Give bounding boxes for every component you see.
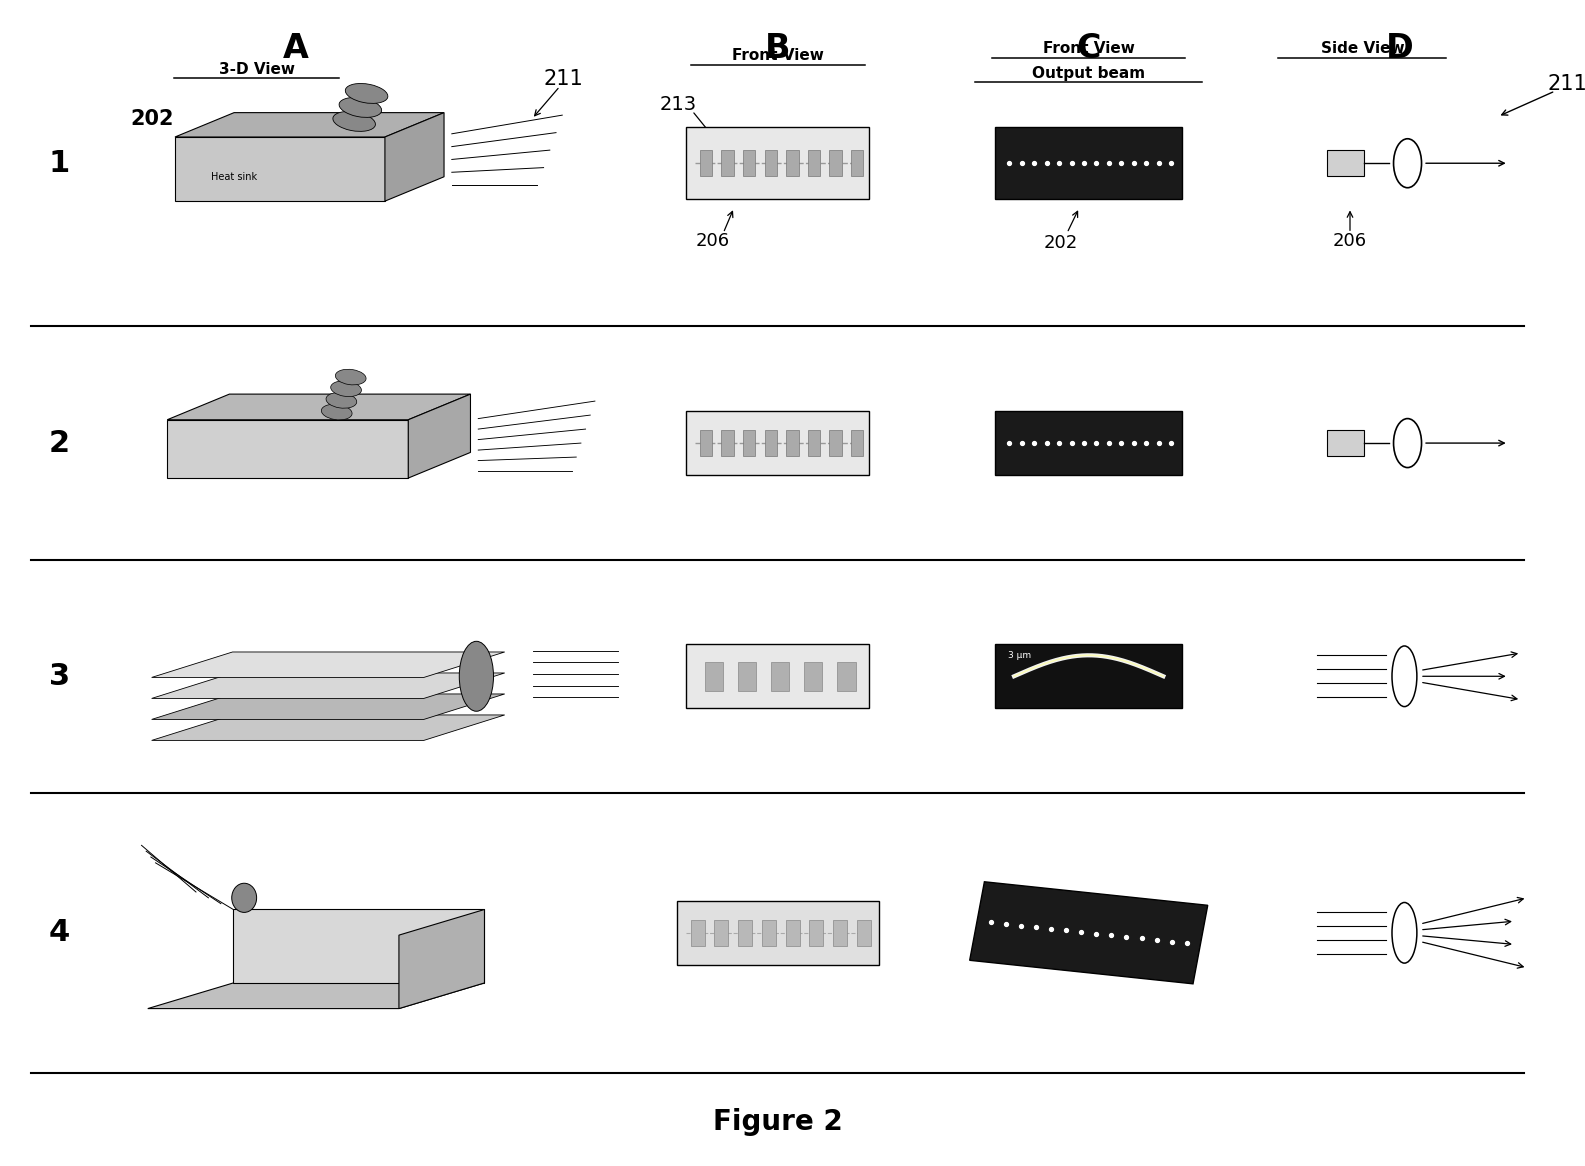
Text: 206: 206 (696, 232, 729, 251)
FancyBboxPatch shape (1327, 150, 1365, 176)
FancyBboxPatch shape (701, 150, 712, 176)
FancyBboxPatch shape (1327, 430, 1365, 456)
FancyBboxPatch shape (829, 430, 842, 456)
Polygon shape (409, 394, 471, 478)
FancyBboxPatch shape (770, 662, 789, 690)
Ellipse shape (1392, 902, 1417, 963)
Text: 211: 211 (544, 69, 583, 90)
Ellipse shape (1393, 139, 1422, 188)
Text: Front View: Front View (1043, 42, 1135, 56)
FancyBboxPatch shape (764, 430, 777, 456)
Text: 3 μm: 3 μm (1008, 651, 1030, 660)
Polygon shape (152, 694, 504, 719)
Ellipse shape (327, 393, 357, 408)
FancyBboxPatch shape (995, 644, 1182, 709)
Polygon shape (152, 673, 504, 698)
FancyBboxPatch shape (808, 430, 819, 456)
Polygon shape (152, 652, 504, 677)
FancyBboxPatch shape (737, 662, 756, 690)
FancyBboxPatch shape (686, 410, 870, 476)
FancyBboxPatch shape (701, 430, 712, 456)
Ellipse shape (231, 884, 257, 912)
Polygon shape (152, 715, 504, 740)
FancyBboxPatch shape (715, 920, 728, 946)
FancyBboxPatch shape (834, 920, 846, 946)
Text: 1: 1 (49, 149, 70, 177)
Polygon shape (970, 881, 1208, 984)
Text: 202: 202 (130, 108, 174, 129)
FancyBboxPatch shape (764, 150, 777, 176)
FancyBboxPatch shape (743, 430, 756, 456)
FancyBboxPatch shape (686, 127, 870, 199)
FancyBboxPatch shape (851, 430, 864, 456)
FancyBboxPatch shape (786, 150, 799, 176)
Text: D: D (1385, 33, 1414, 65)
Polygon shape (385, 113, 444, 201)
Text: Heat sink: Heat sink (211, 171, 257, 182)
Ellipse shape (1392, 646, 1417, 707)
Ellipse shape (346, 84, 388, 104)
Text: Side View: Side View (1320, 42, 1404, 56)
FancyBboxPatch shape (677, 900, 878, 965)
Ellipse shape (460, 641, 493, 711)
FancyBboxPatch shape (995, 410, 1182, 476)
FancyBboxPatch shape (739, 920, 751, 946)
FancyBboxPatch shape (851, 150, 864, 176)
Text: A: A (282, 33, 309, 65)
Text: C: C (1076, 33, 1102, 65)
Text: 202: 202 (1043, 233, 1078, 252)
FancyBboxPatch shape (995, 127, 1182, 199)
Text: Figure 2: Figure 2 (713, 1108, 843, 1136)
FancyBboxPatch shape (808, 150, 819, 176)
Text: 2: 2 (49, 429, 70, 457)
Polygon shape (166, 420, 409, 478)
Polygon shape (399, 909, 485, 1009)
Polygon shape (174, 136, 385, 201)
Polygon shape (166, 394, 471, 420)
Polygon shape (147, 983, 485, 1009)
Text: 3-D View: 3-D View (219, 63, 295, 77)
Ellipse shape (336, 370, 366, 385)
Text: Front View: Front View (732, 49, 824, 63)
FancyBboxPatch shape (705, 662, 723, 690)
FancyBboxPatch shape (786, 920, 799, 946)
FancyBboxPatch shape (786, 430, 799, 456)
Ellipse shape (339, 98, 382, 118)
Text: B: B (766, 33, 791, 65)
FancyBboxPatch shape (721, 430, 734, 456)
FancyBboxPatch shape (762, 920, 775, 946)
Polygon shape (233, 909, 485, 983)
FancyBboxPatch shape (829, 150, 842, 176)
Ellipse shape (322, 405, 352, 420)
FancyBboxPatch shape (691, 920, 705, 946)
Text: 213: 213 (659, 96, 697, 114)
FancyBboxPatch shape (743, 150, 756, 176)
Ellipse shape (1393, 419, 1422, 468)
Ellipse shape (333, 112, 376, 132)
Ellipse shape (331, 381, 361, 396)
FancyBboxPatch shape (837, 662, 856, 690)
Text: 211: 211 (1549, 73, 1585, 94)
FancyBboxPatch shape (686, 644, 870, 709)
Text: 4: 4 (49, 919, 70, 947)
Text: Output beam: Output beam (1032, 66, 1146, 80)
FancyBboxPatch shape (804, 662, 823, 690)
FancyBboxPatch shape (721, 150, 734, 176)
FancyBboxPatch shape (810, 920, 823, 946)
Text: 206: 206 (1333, 232, 1366, 251)
Polygon shape (174, 113, 444, 136)
FancyBboxPatch shape (857, 920, 870, 946)
Text: 3: 3 (49, 662, 70, 690)
